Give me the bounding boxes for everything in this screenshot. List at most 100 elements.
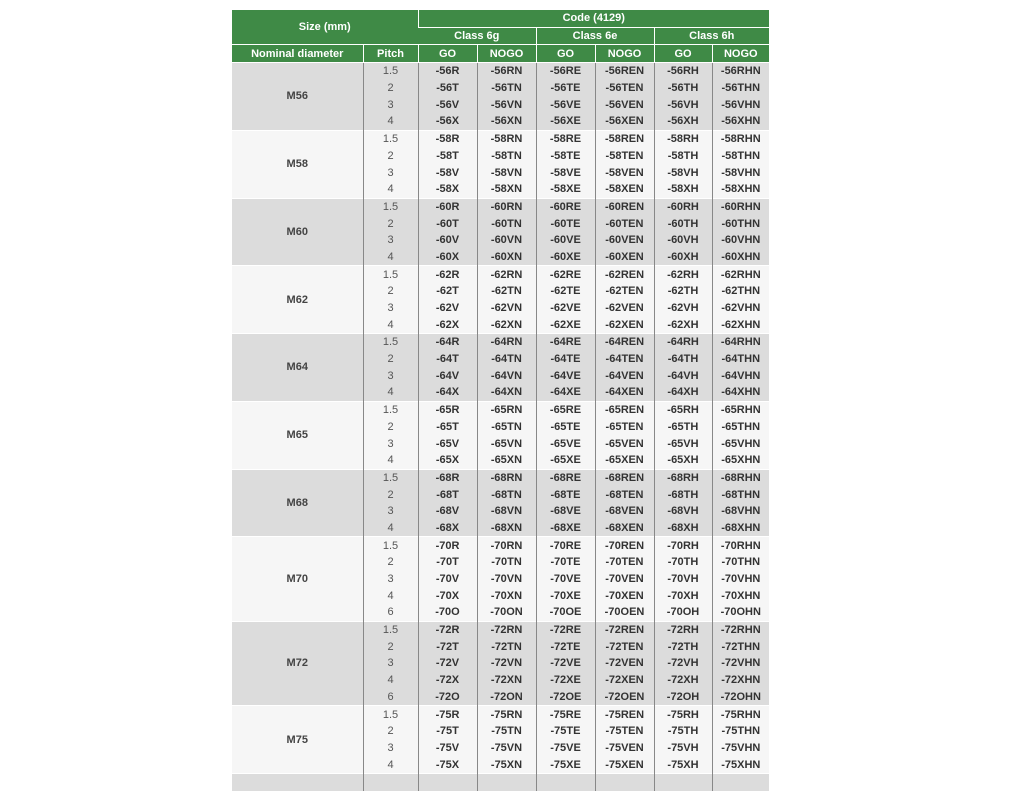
- table-row: 3 -56V -56VN -56VE -56VEN -56VH -56VHN: [232, 96, 770, 114]
- pitch-cell: 3: [362, 164, 418, 181]
- table-row: M60 1.5 -60R -60RN -60RE -60REN -60RH -60RHN: [232, 197, 770, 266]
- 6h-nogo-cell: -60THN: [711, 215, 770, 232]
- 6h-go-cell: -62VH: [653, 299, 712, 317]
- 6h-go-cell: -68RH: [653, 468, 712, 487]
- 6e-nogo-cell: -64VEN: [594, 367, 654, 385]
- 6h-nogo-cell: -65RHN: [711, 400, 770, 419]
- empty-cell: [535, 772, 595, 791]
- 6h-nogo-cell: -60VHN: [711, 231, 770, 249]
- 6g-nogo-cell: -72RN: [476, 620, 536, 639]
- pitch-cell: 2: [362, 215, 418, 232]
- 6g-nogo-cell: -72VN: [476, 655, 536, 672]
- 6h-nogo-cell: -65XHN: [711, 451, 770, 470]
- 6e-go-cell: -58VE: [535, 164, 595, 181]
- table-row: 3 -72V -72VN -72VE -72VEN -72VH -72VHN: [232, 655, 770, 672]
- 6e-nogo-cell: -75VEN: [594, 739, 654, 757]
- 6g-go-cell: -58T: [417, 147, 477, 165]
- 6g-nogo-cell: -62RN: [476, 265, 536, 283]
- 6g-nogo-cell: -56XN: [476, 113, 536, 131]
- pitch-cell: 4: [362, 384, 418, 402]
- pitch-cell: 6: [362, 604, 418, 622]
- table-row: 3 -68V -68VN -68VE -68VEN -68VH -68VHN: [232, 502, 770, 520]
- 6h-nogo-cell: -64RHN: [711, 333, 770, 351]
- table-row-cut-off: [232, 772, 770, 791]
- nominal-diameter-cell: M64: [232, 333, 363, 402]
- nominal-diameter-cell: M62: [232, 265, 363, 334]
- 6e-nogo-cell: -72VEN: [594, 655, 654, 672]
- 6e-go-cell: -70TE: [535, 554, 595, 571]
- 6g-go-cell: -65V: [417, 435, 477, 452]
- 6g-go-cell: -68X: [417, 519, 477, 537]
- class-6e-header: Class 6e: [535, 27, 654, 46]
- table-row: 3 -65V -65VN -65VE -65VEN -65VH -65VHN: [232, 435, 770, 452]
- table-row: 2 -68T -68TN -68TE -68TEN -68TH -68THN: [232, 486, 770, 503]
- 6g-go-cell: -64R: [417, 333, 477, 351]
- table-row: M64 1.5 -64R -64RN -64RE -64REN -64RH -64RHN: [232, 333, 770, 402]
- 6g-go-cell: -65T: [417, 418, 477, 436]
- pitch-cell: 2: [362, 147, 418, 165]
- go-header: GO: [653, 44, 712, 64]
- pitch-cell: 2: [362, 722, 418, 740]
- thread-gauge-code-table: Size (mm) Code (4129) Class 6g Class 6e …: [232, 10, 770, 791]
- 6e-go-cell: -56XE: [535, 113, 595, 131]
- 6g-go-cell: -70T: [417, 554, 477, 571]
- 6e-nogo-cell: -72OEN: [594, 688, 654, 706]
- 6g-go-cell: -60X: [417, 248, 477, 266]
- nogo-header: NOGO: [476, 44, 536, 64]
- table-row: 2 -56T -56TN -56TE -56TEN -56TH -56THN: [232, 79, 770, 97]
- 6h-nogo-cell: -68VHN: [711, 502, 770, 520]
- 6g-nogo-cell: -68VN: [476, 502, 536, 520]
- 6e-nogo-cell: -65XEN: [594, 451, 654, 470]
- pitch-cell: 4: [362, 587, 418, 605]
- 6h-go-cell: -64TH: [653, 350, 712, 368]
- 6e-nogo-cell: -60TEN: [594, 215, 654, 232]
- 6h-go-cell: -75XH: [653, 756, 712, 774]
- 6e-nogo-cell: -70REN: [594, 536, 654, 554]
- 6e-go-cell: -70VE: [535, 570, 595, 588]
- nominal-diameter-cell: M75: [232, 705, 363, 774]
- 6e-nogo-cell: -62REN: [594, 265, 654, 283]
- empty-cell: [362, 772, 418, 791]
- 6h-go-cell: -56VH: [653, 96, 712, 114]
- table-row: 3 -60V -60VN -60VE -60VEN -60VH -60VHN: [232, 231, 770, 249]
- pitch-cell: 2: [362, 350, 418, 368]
- table-row: 2 -64T -64TN -64TE -64TEN -64TH -64THN: [232, 350, 770, 368]
- 6e-nogo-cell: -58VEN: [594, 164, 654, 181]
- 6e-go-cell: -62XE: [535, 316, 595, 334]
- 6g-go-cell: -70R: [417, 536, 477, 554]
- nominal-diameter-cell: M58: [232, 129, 363, 199]
- 6h-go-cell: -72XH: [653, 671, 712, 689]
- 6h-nogo-cell: -72VHN: [711, 655, 770, 672]
- 6e-nogo-cell: -68REN: [594, 468, 654, 487]
- 6e-nogo-cell: -75XEN: [594, 756, 654, 774]
- pitch-cell: 1.5: [362, 197, 418, 216]
- 6e-nogo-cell: -72XEN: [594, 671, 654, 689]
- nominal-diameter-cell: M72: [232, 620, 363, 706]
- 6g-nogo-cell: -72ON: [476, 688, 536, 706]
- table-row: 2 -58T -58TN -58TE -58TEN -58TH -58THN: [232, 147, 770, 165]
- 6h-nogo-cell: -64XHN: [711, 384, 770, 402]
- 6g-nogo-cell: -70XN: [476, 587, 536, 605]
- 6e-go-cell: -72OE: [535, 688, 595, 706]
- pitch-cell: 4: [362, 451, 418, 470]
- nominal-diameter-cell: M70: [232, 536, 363, 622]
- 6e-go-cell: -75VE: [535, 739, 595, 757]
- table-row: 2 -62T -62TN -62TE -62TEN -62TH -62THN: [232, 283, 770, 300]
- table-row: M62 1.5 -62R -62RN -62RE -62REN -62RH -62RHN: [232, 265, 770, 334]
- 6h-nogo-cell: -56RHN: [711, 62, 770, 80]
- 6e-nogo-cell: -70XEN: [594, 587, 654, 605]
- 6h-nogo-cell: -60RHN: [711, 197, 770, 216]
- 6e-nogo-cell: -64REN: [594, 333, 654, 351]
- table-row: M75 1.5 -75R -75RN -75RE -75REN -75RH -75RHN: [232, 705, 770, 774]
- 6e-go-cell: -75XE: [535, 756, 595, 774]
- 6h-nogo-cell: -56XHN: [711, 113, 770, 131]
- pitch-cell: 3: [362, 231, 418, 249]
- pitch-cell: 2: [362, 486, 418, 503]
- 6e-go-cell: -58TE: [535, 147, 595, 165]
- nominal-diameter-cell: M56: [232, 62, 363, 131]
- 6g-go-cell: -62V: [417, 299, 477, 317]
- 6g-nogo-cell: -58TN: [476, 147, 536, 165]
- 6e-go-cell: -72VE: [535, 655, 595, 672]
- empty-cell: [417, 772, 477, 791]
- 6g-nogo-cell: -65TN: [476, 418, 536, 436]
